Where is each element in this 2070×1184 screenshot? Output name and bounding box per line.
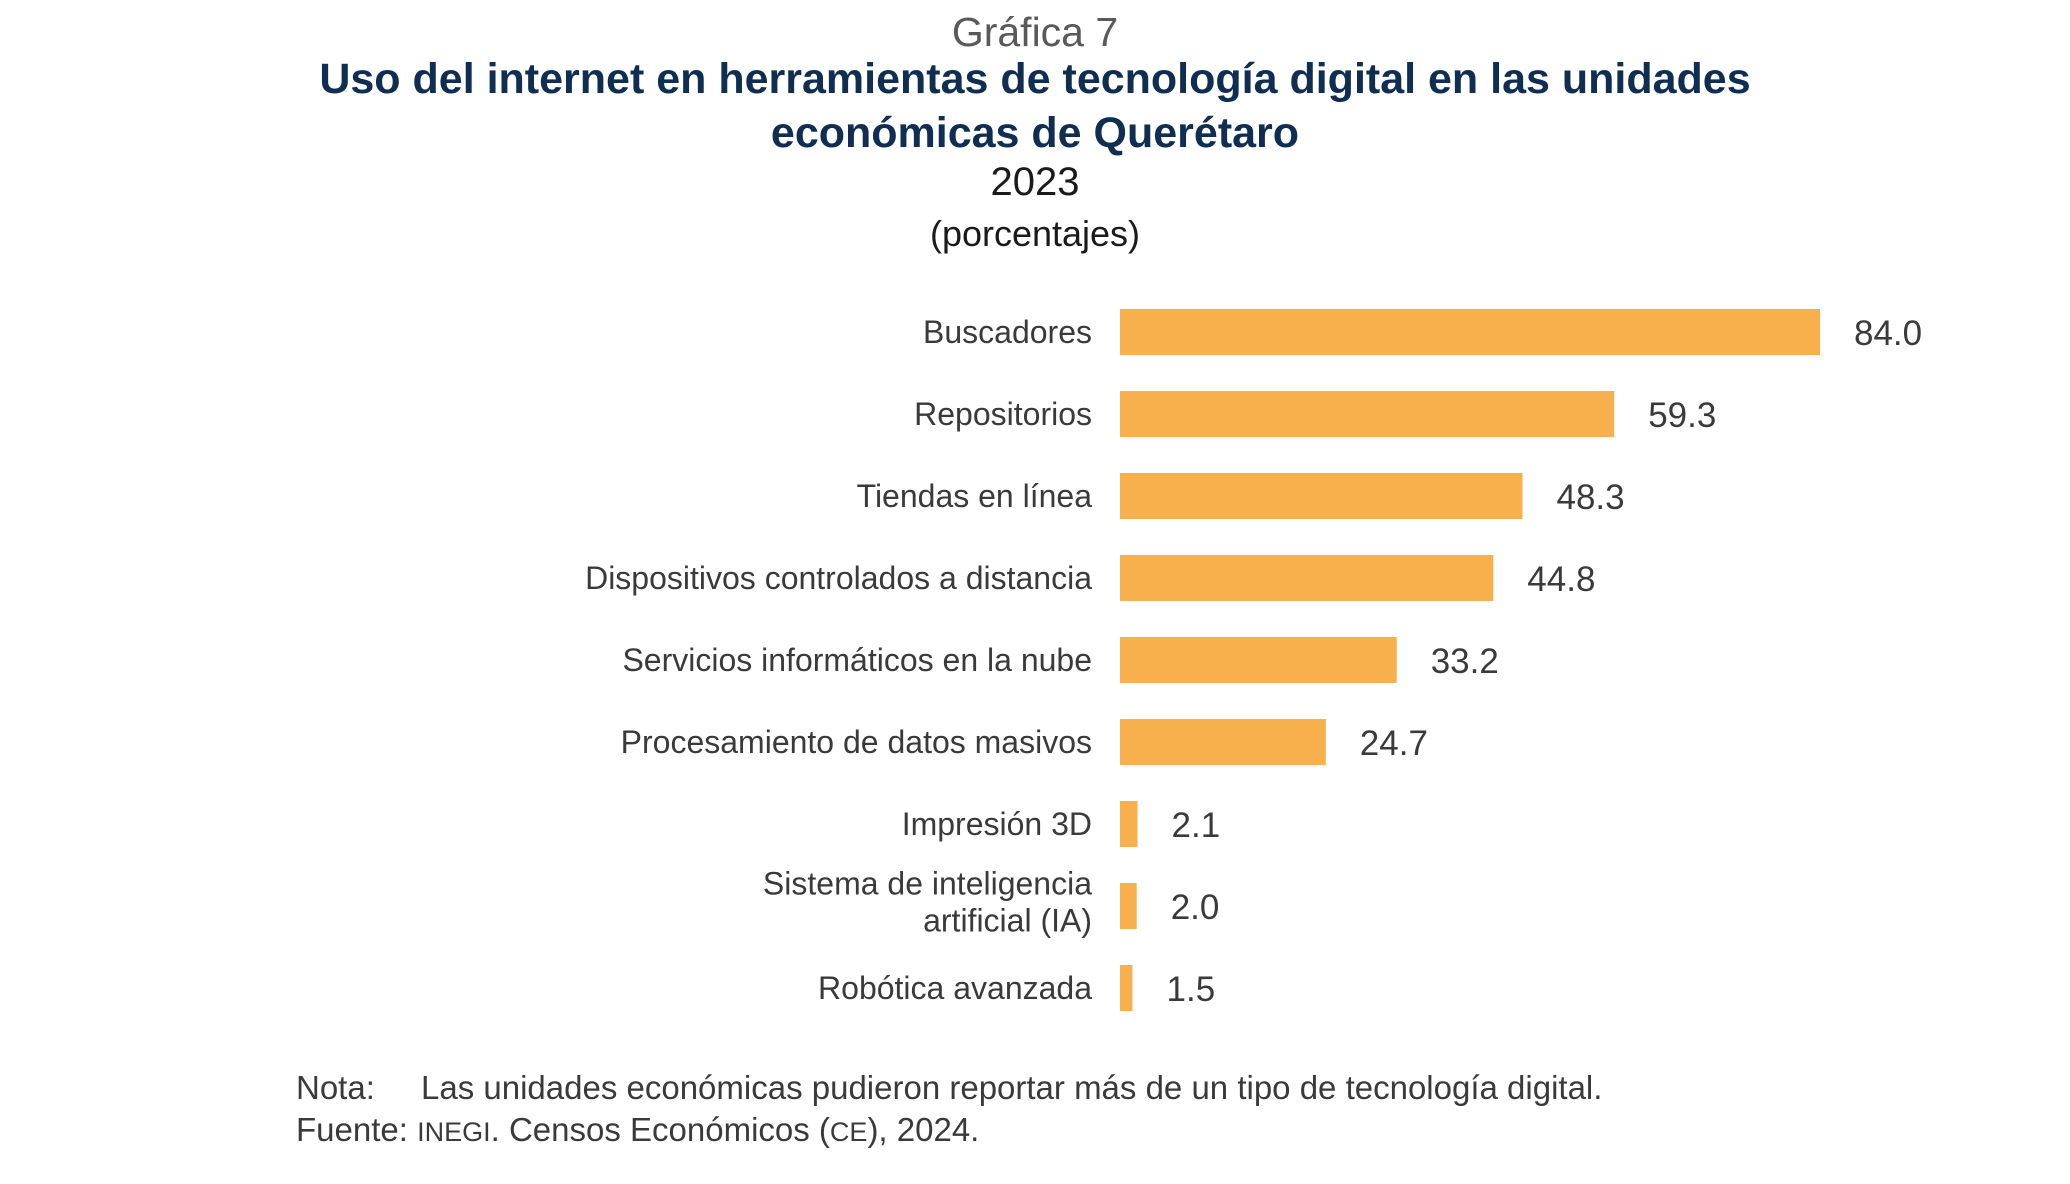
bar bbox=[1120, 555, 1494, 601]
chart-year: 2023 bbox=[990, 160, 1080, 204]
bar bbox=[1120, 637, 1397, 683]
category-label: Servicios informáticos en la nube bbox=[622, 642, 1092, 678]
value-label: 2.0 bbox=[1171, 888, 1220, 927]
source-mid: . Censos Económicos ( bbox=[490, 1111, 830, 1148]
note-label: Nota: bbox=[296, 1069, 375, 1106]
source-label: Fuente: bbox=[296, 1111, 408, 1148]
source-org: INEGI bbox=[417, 1117, 491, 1147]
bar bbox=[1120, 883, 1137, 929]
value-label: 84.0 bbox=[1854, 314, 1922, 353]
value-label: 2.1 bbox=[1172, 806, 1221, 845]
value-label: 33.2 bbox=[1431, 642, 1499, 681]
bar bbox=[1120, 309, 1820, 355]
bar bbox=[1120, 473, 1523, 519]
note: Nota: Las unidades económicas pudieron re… bbox=[296, 1067, 1602, 1109]
chart-title: Uso del internet en herramientas de tecn… bbox=[0, 52, 2070, 160]
category-label: Buscadores bbox=[923, 314, 1092, 350]
value-label: 59.3 bbox=[1648, 396, 1716, 435]
bar bbox=[1120, 719, 1326, 765]
category-label: Repositorios bbox=[914, 396, 1092, 432]
category-label: Dispositivos controlados a distancia bbox=[585, 560, 1092, 596]
chart-title-line-1: Uso del internet en herramientas de tecn… bbox=[319, 55, 1751, 103]
chart-number: Gráfica 7 bbox=[951, 9, 1119, 55]
category-label: Sistema de inteligencia bbox=[763, 866, 1092, 902]
category-label: Impresión 3D bbox=[902, 806, 1092, 842]
chart-title-line-2: económicas de Querétaro bbox=[770, 109, 1300, 157]
value-label: 1.5 bbox=[1167, 970, 1216, 1009]
category-label: Robótica avanzada bbox=[818, 970, 1092, 1006]
note-text: Las unidades económicas pudieron reporta… bbox=[421, 1069, 1603, 1106]
value-label: 44.8 bbox=[1527, 560, 1595, 599]
category-label: Procesamiento de datos masivos bbox=[621, 724, 1092, 760]
source: Fuente: INEGI. Censos Económicos (CE), 2… bbox=[296, 1109, 979, 1153]
category-label: Tiendas en línea bbox=[857, 478, 1093, 514]
chart-unit: (porcentajes) bbox=[929, 213, 1141, 254]
source-abbr: CE bbox=[829, 1117, 868, 1147]
value-label: 24.7 bbox=[1360, 724, 1428, 763]
bar bbox=[1120, 801, 1138, 847]
bar-chart: 84.0 Buscadores 59.3 Repositorios 48.3 Tienda… bbox=[585, 309, 1922, 1011]
bar bbox=[1120, 391, 1615, 437]
source-end: ), 2024. bbox=[867, 1111, 980, 1148]
value-label: 48.3 bbox=[1557, 478, 1625, 517]
bar bbox=[1120, 965, 1133, 1011]
category-label: artificial (IA) bbox=[923, 903, 1092, 939]
